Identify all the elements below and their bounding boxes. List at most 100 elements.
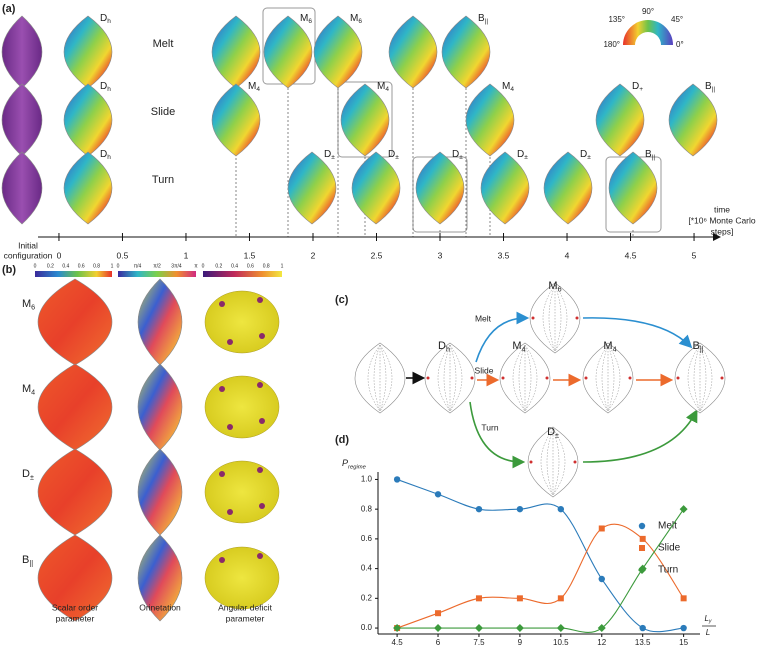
- label-sub: 6: [358, 18, 362, 25]
- state-label: Dh: [100, 149, 111, 161]
- data-point: [515, 624, 524, 633]
- label-sub: ±: [555, 431, 559, 439]
- defect-dot: [529, 460, 533, 464]
- y-tick-label: 0.6: [361, 534, 373, 543]
- director-line: [518, 344, 526, 412]
- defect-dot: [676, 376, 680, 380]
- data-point: [680, 624, 687, 632]
- edge-label: Turn: [481, 422, 498, 432]
- director-line: [540, 428, 554, 496]
- defect-spot: [257, 467, 263, 473]
- leaf-snapshot: [63, 83, 113, 157]
- colorbar-tick-label: 0: [202, 263, 205, 269]
- order-map: [37, 448, 113, 536]
- data-point: [679, 505, 688, 514]
- label-sub: 4: [31, 388, 35, 396]
- color-wheel-label: 0°: [676, 40, 684, 49]
- defect-dot: [470, 376, 474, 380]
- label-sub: ±: [459, 154, 463, 161]
- time-label: [*10⁶ Monte Carlo: [688, 215, 756, 225]
- director-line: [607, 344, 621, 412]
- x-tick-label: 4.5: [392, 638, 404, 647]
- leaf-snapshot: [480, 151, 530, 225]
- deficit-map: [204, 546, 280, 610]
- director-line: [524, 344, 538, 412]
- label-sub: ||: [700, 345, 704, 353]
- x-axis-label: L: [706, 628, 710, 637]
- time-tick-label: 1.5: [244, 250, 256, 260]
- label-sub: 4: [385, 86, 389, 93]
- panel-label: (d): [335, 434, 349, 446]
- defect-spot: [219, 301, 225, 307]
- data-point: [475, 595, 482, 602]
- colorbar-tick-label: 0.6: [78, 263, 85, 269]
- data-point: [393, 476, 401, 483]
- deficit-map: [204, 375, 280, 439]
- data-point: [516, 505, 524, 513]
- label-sub: +: [639, 86, 643, 93]
- label-sub: 4: [522, 345, 526, 353]
- time-tick-label: 2.5: [371, 250, 383, 260]
- label-main: L: [704, 614, 708, 623]
- leaf-snapshot: [63, 151, 113, 225]
- arrow: [469, 401, 526, 469]
- x-tick-label: 9: [518, 638, 523, 647]
- director-line: [554, 284, 568, 352]
- defect-spot: [219, 386, 225, 392]
- colorbar-tick-label: 1: [111, 263, 114, 269]
- arrow: [475, 311, 530, 363]
- leaf-snapshot: [543, 151, 593, 225]
- state-label: D±: [580, 149, 591, 161]
- colorbar-tick-label: 0.8: [263, 263, 270, 269]
- label-sub: h: [107, 154, 111, 161]
- column-caption: Scalar order: [52, 602, 98, 612]
- label-sub: 6: [558, 285, 562, 293]
- label-sub: h: [107, 86, 111, 93]
- time-tick-label: 2: [311, 250, 316, 260]
- time-tick-label: 1: [184, 250, 189, 260]
- colorbar-tick-label: 0.6: [247, 263, 254, 269]
- state-label: D±: [517, 149, 528, 161]
- time-label: time: [714, 204, 730, 214]
- label-main: B: [478, 13, 485, 24]
- y-tick-label: 0.2: [361, 593, 373, 602]
- y-tick-label: 0.4: [361, 564, 373, 573]
- director-line: [699, 344, 713, 412]
- orientation-map: [137, 448, 183, 536]
- time-tick-label: 0.5: [117, 250, 129, 260]
- leaf-snapshot: [608, 151, 658, 225]
- time-tick-label: 4: [565, 250, 570, 260]
- colorbar-tick-label: 0.2: [47, 263, 54, 269]
- row-label: B||: [22, 554, 33, 567]
- data-point: [557, 595, 564, 602]
- defect-spot: [259, 503, 265, 509]
- state-label: D±: [388, 149, 399, 161]
- x-tick-label: 15: [679, 638, 688, 647]
- director-line: [699, 344, 707, 412]
- transition-arrows: [406, 311, 698, 469]
- state-label: M4: [502, 81, 514, 93]
- director-line: [524, 344, 532, 412]
- label-sub: regime: [348, 464, 367, 470]
- label-main: D: [438, 340, 446, 352]
- leaf-snapshot: [287, 151, 337, 225]
- label-main: D: [100, 13, 107, 24]
- leaf-snapshot: [313, 15, 363, 89]
- label-main: M: [502, 81, 510, 92]
- data-point: [639, 535, 646, 542]
- data-point: [474, 624, 483, 633]
- time-tick-label: 3: [438, 250, 443, 260]
- leaf-snapshot: [668, 83, 718, 157]
- x-tick-label: 13.5: [635, 638, 651, 647]
- row-label: M6: [22, 298, 35, 311]
- defect-dot: [575, 316, 579, 320]
- data-point: [598, 575, 605, 583]
- defect-spot: [259, 333, 265, 339]
- director-line: [443, 344, 451, 412]
- label-sub: ||: [652, 154, 656, 161]
- label-sub: ||: [29, 559, 33, 567]
- time-tick-label: 4.5: [625, 250, 637, 260]
- data-point: [435, 610, 442, 617]
- state-label: D±: [452, 149, 463, 161]
- director-line: [542, 284, 556, 352]
